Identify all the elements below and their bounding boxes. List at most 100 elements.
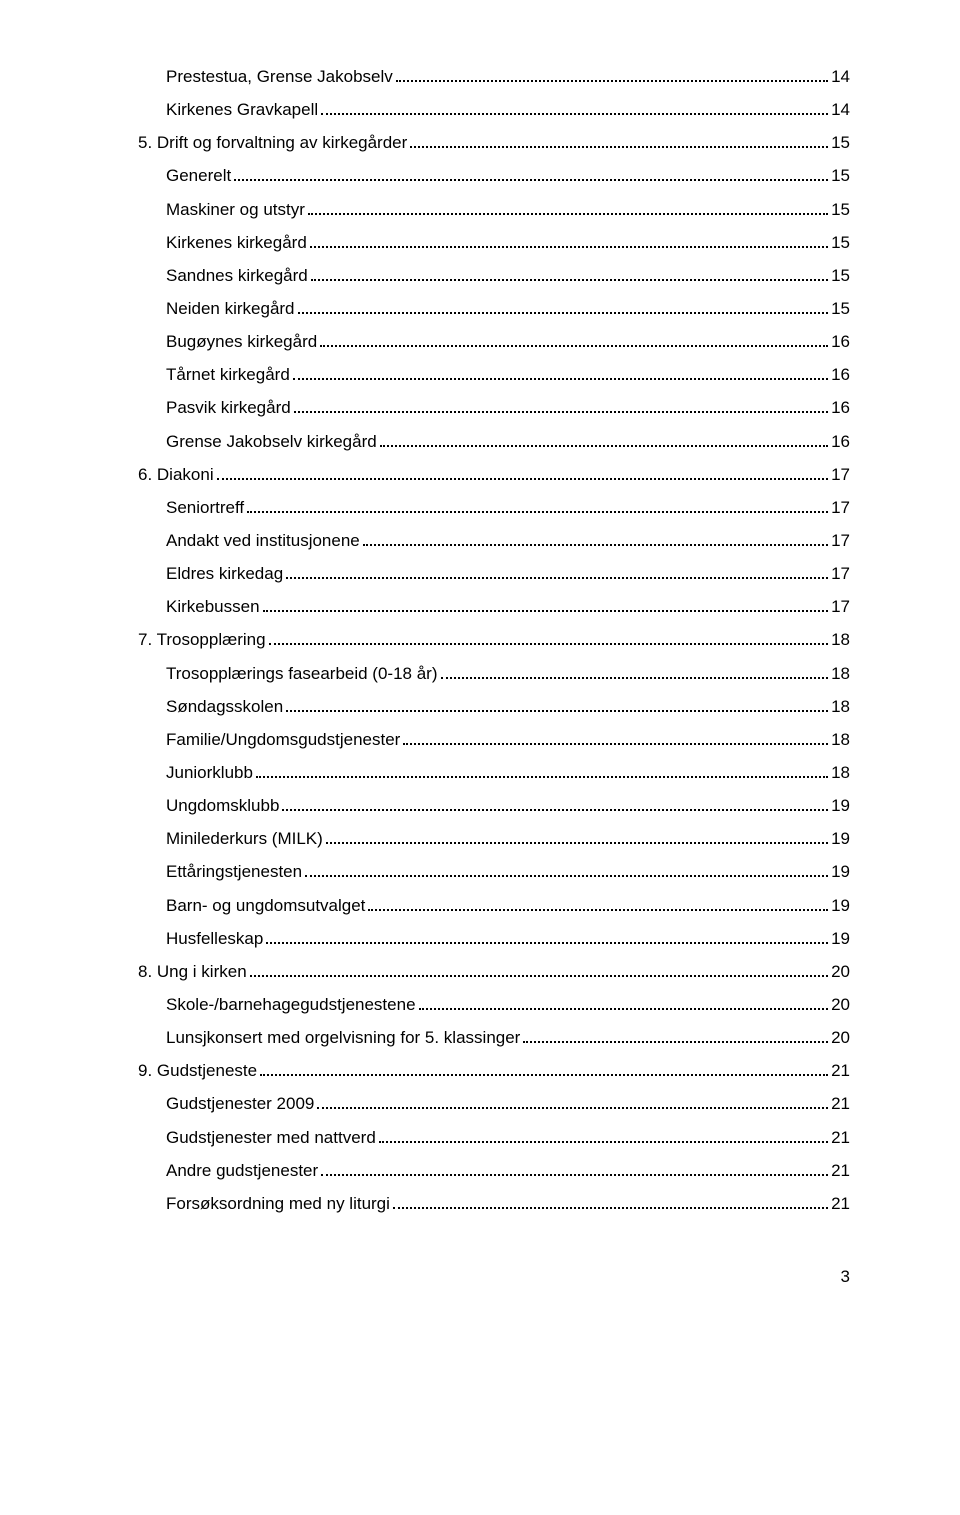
toc-entry[interactable]: Grense Jakobselv kirkegård 16	[166, 425, 850, 458]
toc-leader-dots	[321, 1174, 828, 1176]
toc-entry-label: Grense Jakobselv kirkegård	[166, 425, 377, 458]
toc-entry[interactable]: Forsøksordning med ny liturgi 21	[166, 1187, 850, 1220]
toc-entry-page: 16	[831, 425, 850, 458]
toc-entry[interactable]: Generelt 15	[166, 159, 850, 192]
toc-leader-dots	[379, 1141, 828, 1143]
toc-entry[interactable]: Kirkenes Gravkapell 14	[166, 93, 850, 126]
toc-entry[interactable]: Kirkenes kirkegård 15	[166, 226, 850, 259]
toc-leader-dots	[321, 113, 828, 115]
toc-entry[interactable]: Minilederkurs (MILK) 19	[166, 822, 850, 855]
toc-entry[interactable]: Prestestua, Grense Jakobselv 14	[166, 60, 850, 93]
toc-entry[interactable]: Seniortreff 17	[166, 491, 850, 524]
toc-leader-dots	[368, 909, 828, 911]
toc-entry[interactable]: 6. Diakoni 17	[138, 458, 850, 491]
toc-entry-label: Søndagsskolen	[166, 690, 283, 723]
toc-entry[interactable]: Andre gudstjenester 21	[166, 1154, 850, 1187]
toc-leader-dots	[286, 710, 828, 712]
toc-entry-page: 18	[831, 723, 850, 756]
toc-entry-label: 6. Diakoni	[138, 458, 214, 491]
toc-leader-dots	[256, 776, 828, 778]
toc-entry-page: 20	[831, 955, 850, 988]
toc-entry-page: 15	[831, 193, 850, 226]
toc-leader-dots	[410, 146, 828, 148]
toc-entry[interactable]: 7. Trosopplæring 18	[138, 623, 850, 656]
toc-leader-dots	[396, 80, 828, 82]
toc-leader-dots	[234, 179, 828, 181]
toc-entry-page: 16	[831, 391, 850, 424]
toc-entry-page: 15	[831, 226, 850, 259]
toc-entry[interactable]: Gudstjenester med nattverd 21	[166, 1121, 850, 1154]
toc-entry[interactable]: 5. Drift og forvaltning av kirkegårder 1…	[138, 126, 850, 159]
toc-leader-dots	[305, 875, 828, 877]
toc-entry-label: Lunsjkonsert med orgelvisning for 5. kla…	[166, 1021, 520, 1054]
toc-entry-page: 19	[831, 889, 850, 922]
toc-entry-label: Kirkebussen	[166, 590, 260, 623]
toc-leader-dots	[419, 1008, 829, 1010]
toc-leader-dots	[403, 743, 828, 745]
toc-leader-dots	[286, 577, 828, 579]
toc-entry-label: Gudstjenester med nattverd	[166, 1121, 376, 1154]
toc-leader-dots	[308, 213, 828, 215]
toc-entry-page: 14	[831, 60, 850, 93]
toc-entry[interactable]: Lunsjkonsert med orgelvisning for 5. kla…	[166, 1021, 850, 1054]
toc-leader-dots	[294, 411, 828, 413]
toc-entry-page: 15	[831, 259, 850, 292]
toc-entry-page: 18	[831, 756, 850, 789]
toc-entry-label: Trosopplærings fasearbeid (0-18 år)	[166, 657, 438, 690]
toc-entry-page: 19	[831, 922, 850, 955]
toc-entry[interactable]: Barn- og ungdomsutvalget 19	[166, 889, 850, 922]
toc-entry-label: 7. Trosopplæring	[138, 623, 266, 656]
toc-entry[interactable]: Gudstjenester 2009 21	[166, 1087, 850, 1120]
toc-leader-dots	[310, 246, 828, 248]
toc-entry-page: 18	[831, 657, 850, 690]
toc-page: Prestestua, Grense Jakobselv 14Kirkenes …	[0, 0, 960, 1333]
toc-entry-label: Forsøksordning med ny liturgi	[166, 1187, 390, 1220]
toc-entry-page: 14	[831, 93, 850, 126]
toc-entry-page: 19	[831, 789, 850, 822]
toc-entry[interactable]: Eldres kirkedag 17	[166, 557, 850, 590]
toc-entry-label: 8. Ung i kirken	[138, 955, 247, 988]
toc-entry[interactable]: Kirkebussen 17	[166, 590, 850, 623]
toc-entry-label: Barn- og ungdomsutvalget	[166, 889, 365, 922]
toc-entry[interactable]: Ungdomsklubb 19	[166, 789, 850, 822]
toc-entry-label: Kirkenes kirkegård	[166, 226, 307, 259]
toc-entry-page: 15	[831, 159, 850, 192]
toc-leader-dots	[311, 279, 828, 281]
toc-entry-label: Juniorklubb	[166, 756, 253, 789]
toc-entry-page: 21	[831, 1154, 850, 1187]
toc-entry-page: 19	[831, 822, 850, 855]
toc-entry[interactable]: Neiden kirkegård 15	[166, 292, 850, 325]
toc-entry[interactable]: Andakt ved institusjonene 17	[166, 524, 850, 557]
toc-entry[interactable]: Ettåringstjenesten 19	[166, 855, 850, 888]
toc-entry[interactable]: Pasvik kirkegård 16	[166, 391, 850, 424]
toc-entry[interactable]: Trosopplærings fasearbeid (0-18 år) 18	[166, 657, 850, 690]
toc-entry[interactable]: 8. Ung i kirken 20	[138, 955, 850, 988]
toc-leader-dots	[217, 478, 828, 480]
toc-entry-label: Bugøynes kirkegård	[166, 325, 317, 358]
toc-entry-label: Ungdomsklubb	[166, 789, 279, 822]
toc-leader-dots	[363, 544, 828, 546]
toc-entry[interactable]: Sandnes kirkegård 15	[166, 259, 850, 292]
toc-leader-dots	[326, 842, 828, 844]
toc-entry-label: Seniortreff	[166, 491, 244, 524]
toc-leader-dots	[317, 1107, 828, 1109]
toc-entry-label: Maskiner og utstyr	[166, 193, 305, 226]
toc-entry[interactable]: Bugøynes kirkegård 16	[166, 325, 850, 358]
toc-entry-page: 21	[831, 1187, 850, 1220]
toc-entry[interactable]: Skole-/barnehagegudstjenestene 20	[166, 988, 850, 1021]
toc-entry-label: Eldres kirkedag	[166, 557, 283, 590]
toc-entry-label: Generelt	[166, 159, 231, 192]
toc-entry[interactable]: Søndagsskolen 18	[166, 690, 850, 723]
toc-leader-dots	[247, 511, 828, 513]
toc-entry[interactable]: Tårnet kirkegård 16	[166, 358, 850, 391]
toc-entry[interactable]: Maskiner og utstyr 15	[166, 193, 850, 226]
toc-entry[interactable]: Husfelleskap 19	[166, 922, 850, 955]
toc-entry[interactable]: Juniorklubb 18	[166, 756, 850, 789]
toc-entry[interactable]: Familie/Ungdomsgudstjenester 18	[166, 723, 850, 756]
toc-entry-label: Ettåringstjenesten	[166, 855, 302, 888]
toc-entry-page: 17	[831, 491, 850, 524]
toc-entry-page: 17	[831, 557, 850, 590]
toc-entry-page: 21	[831, 1087, 850, 1120]
toc-entry[interactable]: 9. Gudstjeneste 21	[138, 1054, 850, 1087]
toc-leader-dots	[380, 445, 828, 447]
